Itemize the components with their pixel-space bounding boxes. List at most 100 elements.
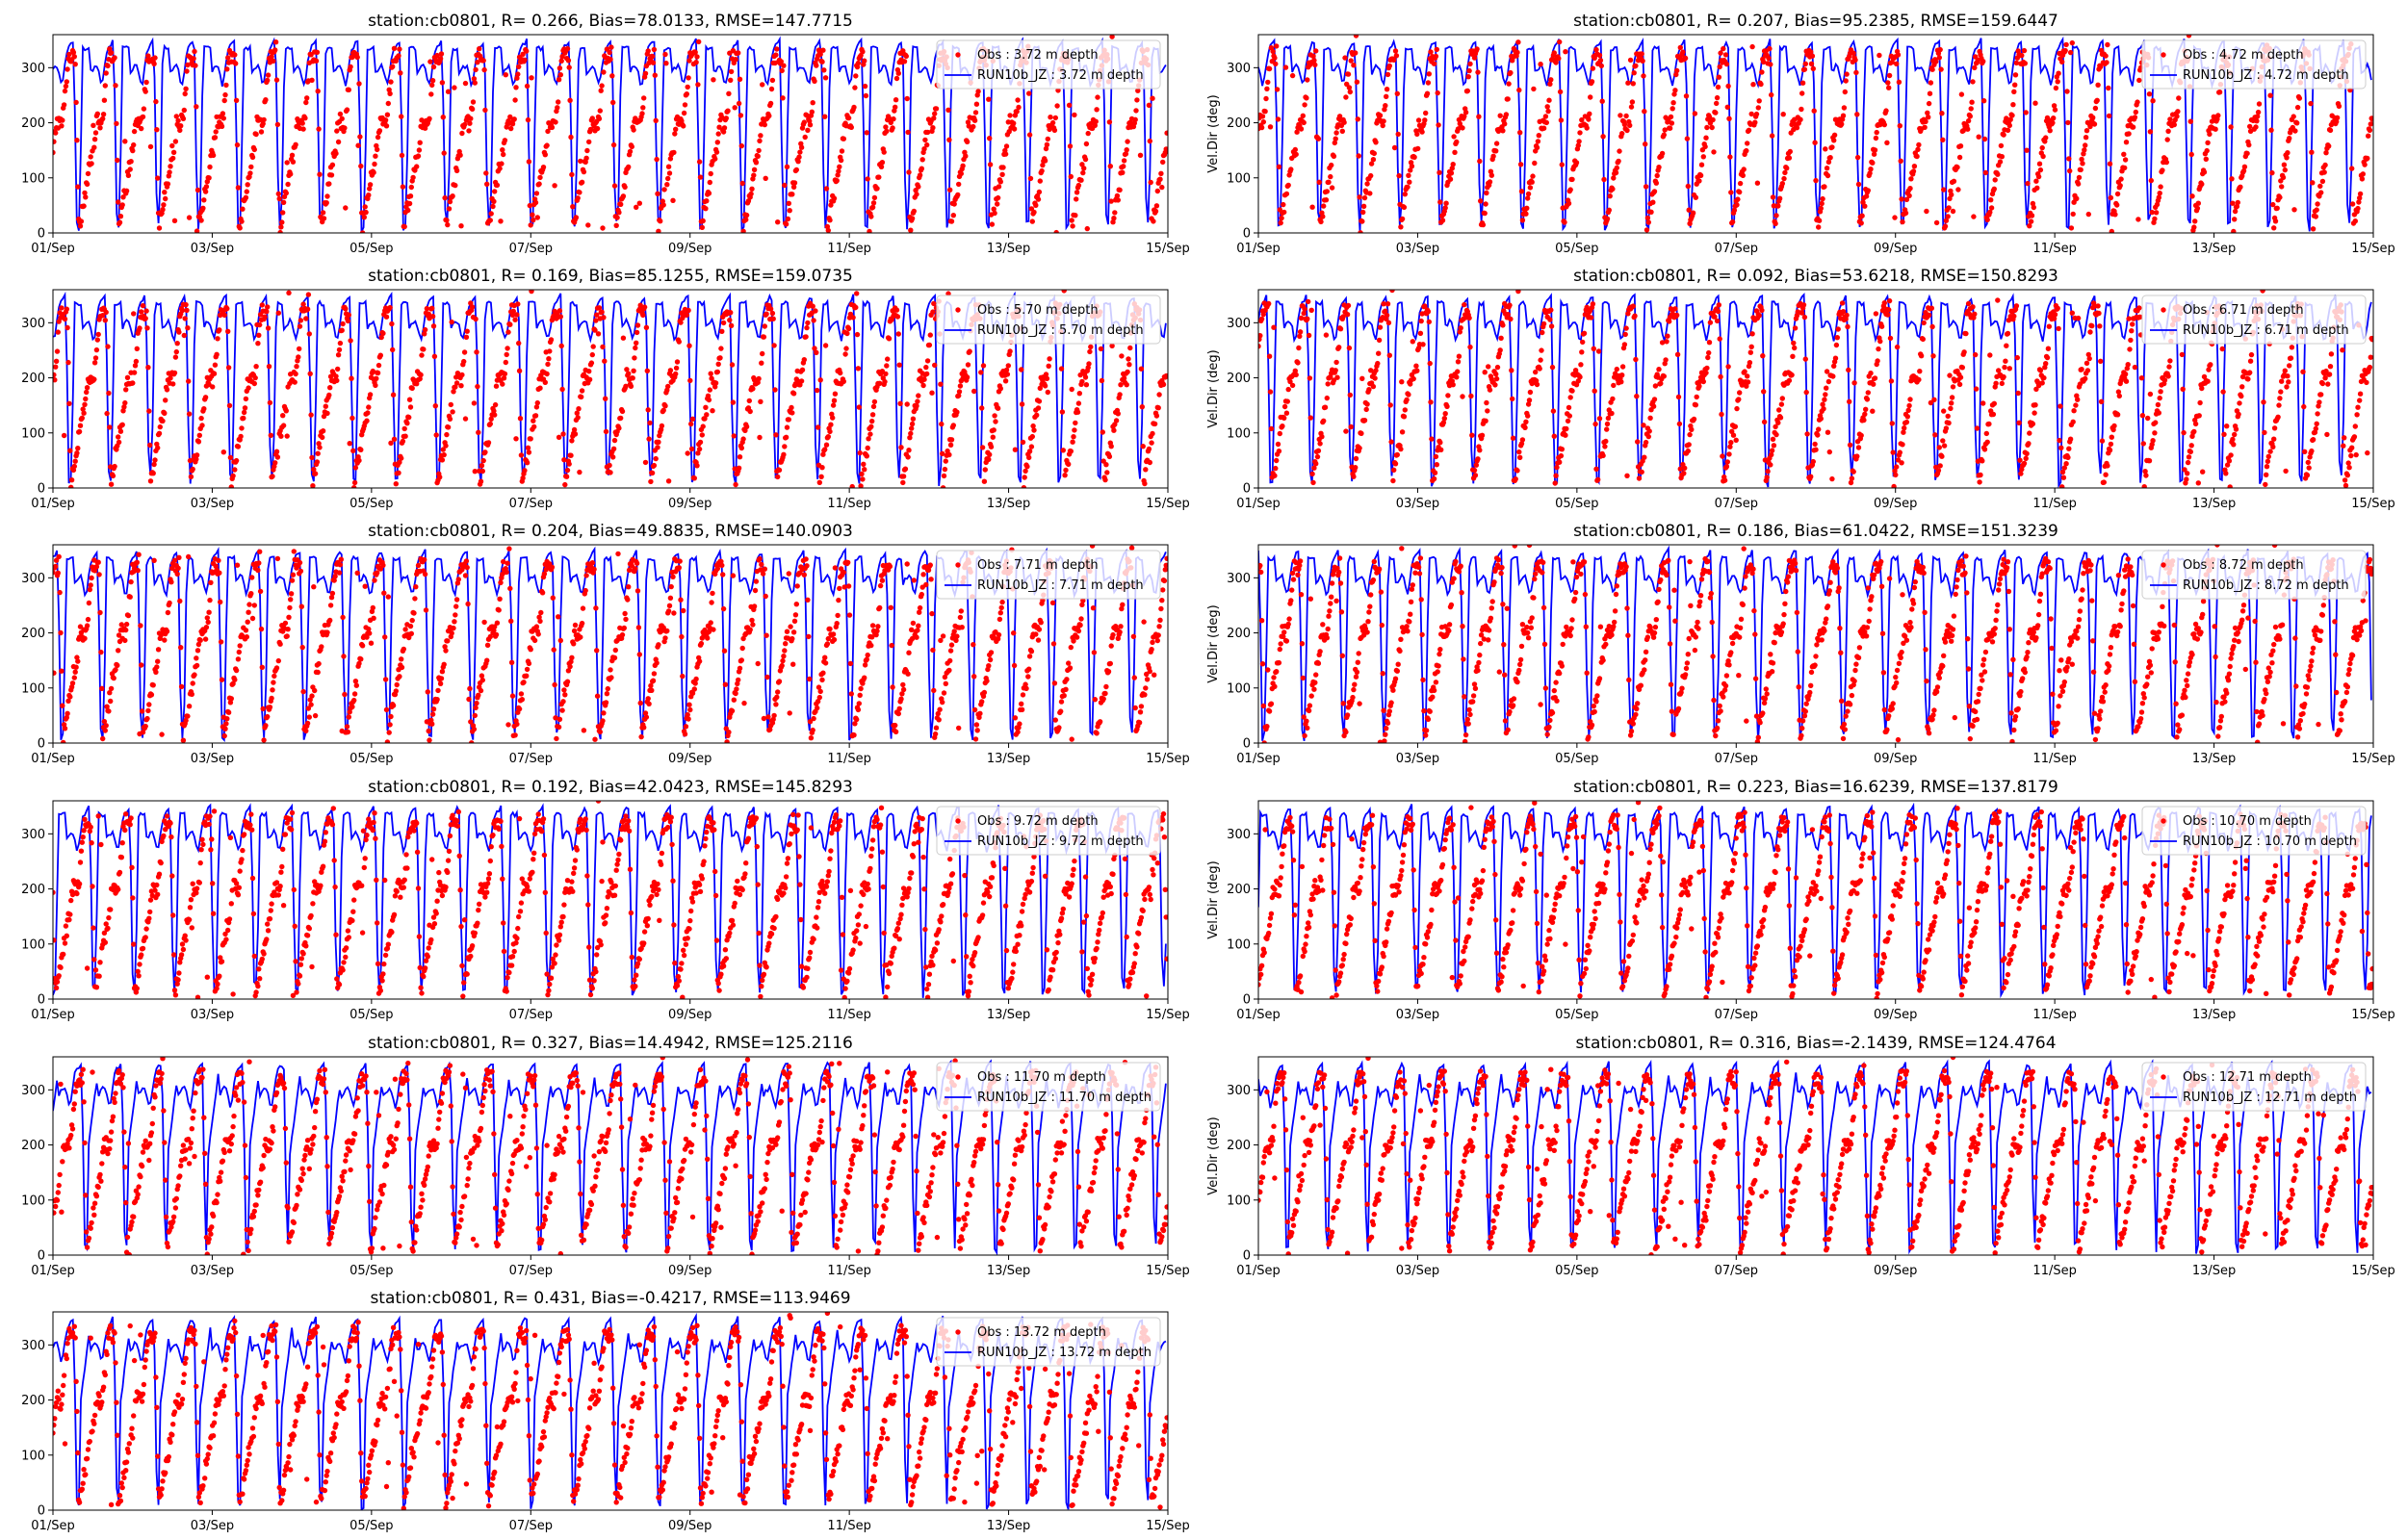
model-series-line <box>1258 36 2372 232</box>
obs-point <box>1682 55 1689 62</box>
obs-point <box>947 442 954 448</box>
obs-point <box>1618 113 1623 118</box>
obs-point <box>2336 103 2342 110</box>
obs-point <box>1710 116 1716 123</box>
obs-point <box>1268 425 1275 432</box>
obs-point <box>1974 425 1980 431</box>
obs-point <box>957 383 964 389</box>
obs-point <box>2279 184 2285 190</box>
obs-point <box>1664 339 1669 345</box>
obs-point <box>1069 386 1074 393</box>
obs-point <box>1532 160 1538 167</box>
obs-point <box>1965 117 1972 124</box>
obs-point <box>1942 223 1949 229</box>
obs-point <box>1591 346 1597 351</box>
obs-point <box>1536 133 1542 139</box>
obs-point <box>708 371 713 376</box>
obs-point <box>1801 66 1808 72</box>
obs-point <box>863 92 869 99</box>
obs-point <box>355 142 361 148</box>
obs-point <box>1700 154 1707 160</box>
obs-point <box>1929 66 1935 72</box>
obs-point <box>871 398 878 405</box>
obs-point <box>2167 116 2173 122</box>
obs-point <box>930 125 936 131</box>
obs-point <box>387 90 393 97</box>
obs-point <box>265 325 272 331</box>
obs-point <box>1302 102 1307 108</box>
obs-point <box>182 316 188 321</box>
obs-point <box>188 474 194 479</box>
obs-point <box>1460 394 1465 399</box>
obs-point <box>280 210 286 216</box>
obs-point <box>310 483 316 488</box>
obs-point <box>656 228 661 233</box>
obs-point <box>402 433 408 439</box>
obs-point <box>946 451 952 458</box>
obs-point <box>242 405 248 411</box>
obs-point <box>470 99 477 105</box>
obs-point <box>1094 107 1100 113</box>
obs-point <box>2326 143 2332 149</box>
obs-point <box>1941 408 1947 414</box>
obs-point <box>1402 407 1409 413</box>
obs-point <box>1484 399 1489 406</box>
obs-point <box>1042 383 1048 389</box>
obs-point <box>462 416 469 422</box>
obs-point <box>1305 316 1310 321</box>
obs-point <box>62 316 68 322</box>
obs-point <box>1577 130 1583 136</box>
obs-point <box>620 335 627 341</box>
obs-point <box>556 99 561 105</box>
x-tick-label: 03/Sep <box>191 242 234 256</box>
obs-point <box>234 141 241 148</box>
obs-point <box>1949 400 1954 406</box>
obs-point <box>1518 189 1525 194</box>
obs-point <box>2059 59 2065 64</box>
obs-point <box>2069 39 2075 46</box>
obs-point <box>695 82 701 88</box>
obs-point <box>1597 58 1604 64</box>
obs-point <box>181 107 187 114</box>
obs-point <box>1683 93 1690 99</box>
obs-point <box>2027 430 2032 436</box>
obs-point <box>646 436 652 442</box>
obs-point <box>175 117 181 124</box>
obs-point <box>786 200 791 206</box>
obs-point <box>1538 357 1543 363</box>
obs-point <box>2108 194 2114 201</box>
obs-point <box>1279 215 1284 221</box>
obs-point <box>2355 205 2361 212</box>
obs-point <box>1980 59 1986 64</box>
obs-point <box>1765 469 1771 475</box>
obs-point <box>194 228 200 233</box>
obs-point <box>480 457 486 464</box>
obs-point <box>2070 419 2076 424</box>
obs-point <box>1281 403 1288 410</box>
obs-point <box>366 192 372 198</box>
obs-point <box>1719 411 1724 418</box>
obs-point <box>1383 103 1388 109</box>
obs-point <box>134 346 140 351</box>
obs-point <box>1802 356 1809 362</box>
obs-point <box>1653 180 1660 186</box>
obs-point <box>2029 213 2035 218</box>
obs-point <box>2246 141 2252 148</box>
obs-point <box>345 318 351 324</box>
obs-point <box>145 365 151 371</box>
obs-point <box>546 356 552 362</box>
obs-point <box>1450 382 1456 388</box>
obs-point <box>1809 53 1816 59</box>
obs-point <box>572 431 579 437</box>
obs-point <box>444 218 450 223</box>
obs-point <box>151 461 157 468</box>
obs-point <box>1573 160 1580 166</box>
obs-point <box>820 47 826 53</box>
obs-point <box>1451 134 1457 140</box>
obs-point <box>1973 351 1979 358</box>
obs-point <box>902 466 909 472</box>
obs-point <box>1150 430 1155 437</box>
obs-point <box>475 59 480 65</box>
obs-point <box>2268 127 2274 133</box>
